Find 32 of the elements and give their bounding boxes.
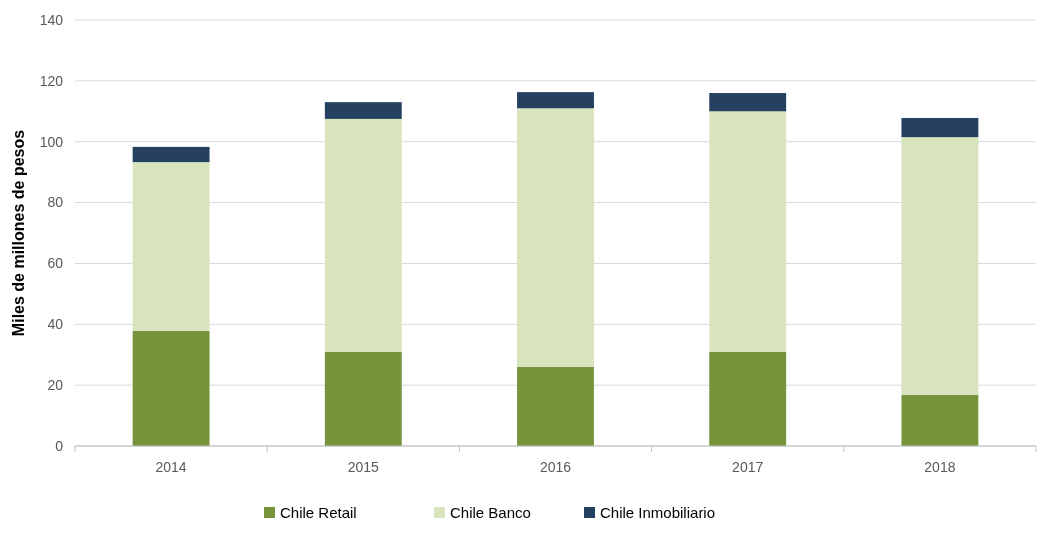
bar: [132, 330, 210, 446]
y-tick-label: 60: [47, 255, 64, 272]
x-tick-label: 2014: [155, 459, 187, 475]
bar: [901, 394, 979, 446]
bar: [517, 108, 594, 367]
bar: [324, 351, 402, 446]
bar: [517, 92, 594, 109]
y-tick-label: 0: [55, 437, 64, 454]
bar: [901, 137, 979, 395]
bar: [132, 146, 210, 163]
y-axis-title: Miles de millones de pesos: [10, 129, 27, 337]
y-tick-label: 120: [39, 72, 64, 89]
bar: [709, 93, 787, 112]
x-tick-label: 2018: [924, 459, 956, 475]
y-tick-label: 40: [47, 316, 64, 333]
bar: [709, 351, 787, 446]
legend-label: Chile Banco: [450, 504, 531, 521]
bar: [132, 162, 210, 331]
bar: [324, 118, 402, 352]
y-tick-label: 80: [47, 194, 64, 211]
y-tick-label: 140: [39, 11, 64, 28]
x-tick-label: 2015: [347, 459, 380, 475]
bar: [901, 117, 979, 138]
y-tick-label: 100: [39, 133, 64, 150]
bar: [709, 111, 787, 352]
y-tick-label: 20: [47, 377, 64, 394]
legend-label: Chile Inmobiliario: [600, 504, 716, 521]
x-tick-label: 2016: [539, 459, 572, 475]
bar: [517, 366, 594, 446]
legend-label: Chile Retail: [280, 504, 357, 521]
x-tick-label: 2017: [732, 459, 764, 475]
bar: [324, 102, 402, 119]
